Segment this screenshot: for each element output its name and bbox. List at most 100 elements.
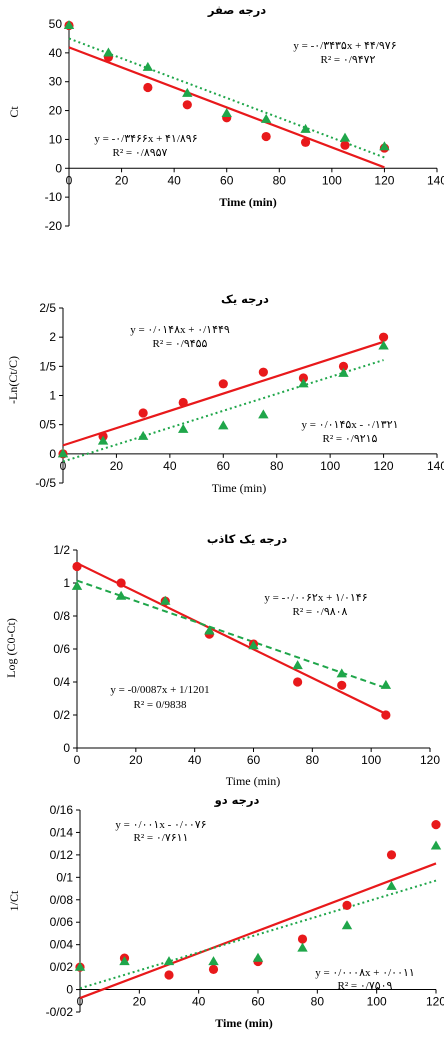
trendline-b (62, 359, 384, 463)
trendline-a (62, 340, 384, 447)
y-tick-label: -20 (45, 219, 63, 233)
data-point-green (430, 840, 442, 850)
data-point-green (300, 123, 311, 133)
y-tick-label: 50 (49, 17, 63, 31)
x-tick-label: 80 (270, 459, 284, 473)
y-axis-label: Log (C0-Ct) (4, 618, 18, 678)
r2-red: R² = ۰/۷۶۱۱ (134, 832, 189, 844)
x-tick-label: 60 (251, 995, 265, 1009)
trendline-b (76, 579, 387, 689)
data-point-red (300, 137, 311, 147)
x-tick-label: 0 (66, 173, 73, 187)
data-point-green (379, 141, 390, 151)
y-tick-label: 0/08 (50, 893, 74, 907)
data-point-green (57, 448, 69, 458)
data-point-red (164, 970, 174, 980)
y-tick-label: 40 (49, 46, 63, 60)
y-tick-label: 0/6 (53, 642, 70, 656)
data-point-green (178, 423, 189, 433)
data-point-green (378, 340, 389, 350)
equation-green: y = ۰/۰۱۴۵x - ۰/۱۳۲۱ (301, 419, 398, 431)
y-axis-label: 1/Ct (7, 890, 21, 911)
data-point-red (143, 82, 153, 93)
y-tick-label: 30 (49, 75, 63, 89)
equation-red: y = ۰/۰۰۱x - ۰/۰۰۷۶ (115, 819, 206, 831)
y-tick-label: 0/8 (53, 609, 70, 623)
data-point-red (378, 332, 389, 342)
x-tick-label: 40 (163, 459, 177, 473)
y-tick-label: 0/04 (50, 938, 74, 952)
y-tick-label: 1 (63, 576, 70, 590)
x-tick-label: 140 (427, 173, 444, 187)
x-tick-label: 40 (192, 995, 206, 1009)
y-axis-label: Ct (7, 106, 21, 118)
x-tick-label: 20 (110, 459, 124, 473)
y-tick-label: 0/1 (56, 870, 73, 884)
chart-second-order: درجه دو 1/Ct Time (min) y = ۰/۰۰۱x - ۰/۰… (0, 790, 444, 1042)
data-point-green (338, 367, 349, 377)
data-point-red (72, 561, 82, 572)
x-tick-label: 100 (320, 459, 340, 473)
data-point-red (293, 677, 303, 687)
chart-title: درجه دو (214, 793, 260, 808)
y-tick-label: 1 (49, 389, 56, 403)
data-point-green (142, 61, 154, 71)
data-point-green (63, 20, 75, 30)
chart-first-order-svg: درجه یک -Ln(Ct/C) Time (min) y = ۰/۰۱۴۸x… (6, 292, 444, 495)
data-point-green (341, 920, 353, 930)
equation-red: y = ۰/۰۱۴۸x + ۰/۱۴۴۹ (130, 324, 230, 336)
x-tick-label: 60 (217, 459, 231, 473)
x-tick-label: 140 (427, 459, 444, 473)
y-tick-label: 0 (49, 447, 56, 461)
data-point-green (386, 880, 397, 890)
x-axis-label: Time (min) (212, 481, 267, 495)
x-tick-label: 120 (374, 459, 394, 473)
equation-green: y = -۰/۰۰۶۲x + ۱/۰۱۴۶ (264, 592, 367, 604)
data-point-red (258, 367, 268, 377)
data-point-green (71, 580, 83, 590)
equation-red: y = -0/0087x + 1/1201 (110, 684, 209, 696)
data-point-green (336, 668, 347, 678)
y-tick-label: 0/12 (50, 848, 74, 862)
x-tick-label: 100 (361, 753, 381, 767)
y-tick-label: 0/4 (53, 675, 70, 689)
x-tick-label: 20 (129, 753, 143, 767)
data-point-red (381, 710, 391, 720)
r2-green: R² = ۰/۹۸۰۸ (293, 606, 348, 618)
y-tick-label: 2 (49, 330, 56, 344)
data-point-red (337, 680, 347, 690)
data-point-green (292, 660, 303, 670)
data-point-green (163, 956, 175, 966)
x-tick-label: 40 (167, 173, 181, 187)
r2-red: R² = ۰/۸۹۵۷ (113, 147, 168, 159)
data-point-red (431, 819, 441, 830)
chart-pseudo-first-order: درجه یک کاذب Log (C0-Ct) Time (min) y = … (0, 530, 444, 790)
data-point-red (138, 408, 148, 418)
y-tick-label: 0/2 (53, 708, 70, 722)
y-tick-label: 2/5 (39, 301, 56, 315)
trendline-a (79, 862, 437, 1000)
data-point-green (297, 942, 308, 952)
data-point-green (258, 409, 269, 419)
trendline-b (79, 879, 437, 990)
x-axis-label: Time (min) (215, 1016, 272, 1030)
y-tick-label: -0/5 (35, 476, 56, 490)
chart-second-order-svg: درجه دو 1/Ct Time (min) y = ۰/۰۰۱x - ۰/۰… (7, 793, 444, 1030)
data-point-green (252, 952, 264, 962)
data-point-green (248, 640, 259, 650)
chart-zero-order: درجه صفر Ct Time (min) y = -۰/۳۴۳۵x + ۴۴… (0, 0, 444, 240)
data-point-red (261, 131, 271, 142)
x-tick-label: 0 (74, 753, 81, 767)
y-tick-label: 0 (55, 161, 62, 175)
r2-green: R² = ۰/۹۲۱۵ (323, 433, 378, 445)
chart-first-order: درجه یک -Ln(Ct/C) Time (min) y = ۰/۰۱۴۸x… (0, 290, 444, 530)
x-tick-label: 120 (374, 173, 394, 187)
data-point-green (298, 378, 309, 388)
y-tick-label: 0/14 (50, 825, 74, 839)
x-tick-label: 120 (426, 995, 444, 1009)
x-tick-label: 0 (77, 995, 84, 1009)
y-tick-label: 0 (66, 983, 73, 997)
x-tick-label: 80 (273, 173, 287, 187)
data-point-red (297, 934, 308, 944)
data-point-green (137, 430, 149, 440)
